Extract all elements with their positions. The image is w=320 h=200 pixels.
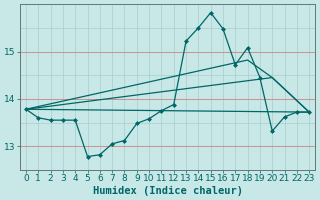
X-axis label: Humidex (Indice chaleur): Humidex (Indice chaleur)	[92, 186, 243, 196]
